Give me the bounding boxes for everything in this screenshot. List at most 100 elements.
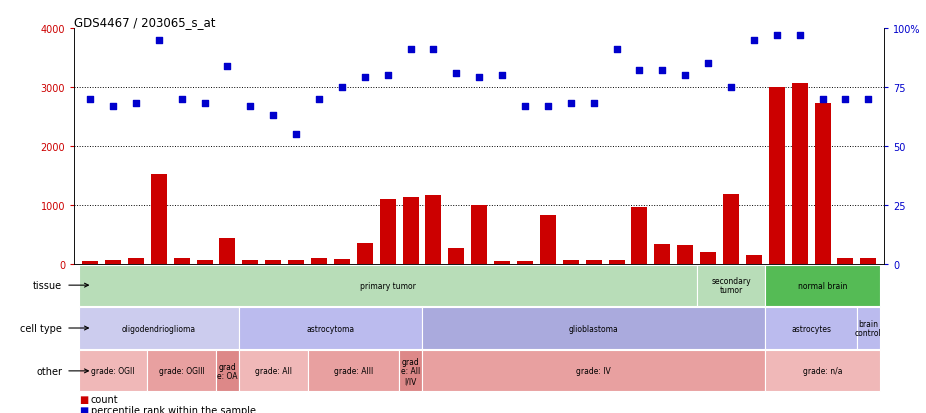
Bar — [857, 308, 880, 349]
Bar — [448, 248, 464, 264]
Bar — [696, 265, 765, 306]
Bar — [79, 351, 147, 392]
Point — [541, 103, 556, 110]
Bar — [700, 252, 716, 264]
Bar — [147, 351, 216, 392]
Text: oligodendrioglioma: oligodendrioglioma — [121, 324, 195, 333]
Bar — [860, 258, 876, 264]
Bar — [765, 351, 880, 392]
Point — [220, 63, 235, 70]
Bar — [79, 308, 239, 349]
Point — [106, 103, 120, 110]
Text: grade: OGII: grade: OGII — [92, 366, 135, 375]
Bar — [792, 84, 807, 264]
Bar — [471, 206, 487, 264]
Bar — [422, 351, 765, 392]
Point — [746, 37, 761, 44]
Bar — [151, 174, 167, 264]
Bar — [265, 260, 282, 264]
Point — [838, 96, 853, 103]
Bar — [563, 261, 579, 264]
Bar — [765, 265, 880, 306]
Bar — [769, 88, 784, 264]
Text: primary tumor: primary tumor — [359, 281, 416, 290]
Bar — [585, 261, 602, 264]
Point — [357, 75, 372, 82]
Point — [449, 70, 464, 77]
Text: other: other — [36, 366, 62, 376]
Text: astrocytes: astrocytes — [791, 324, 832, 333]
Text: grade: OGIII: grade: OGIII — [158, 366, 205, 375]
Point — [197, 101, 212, 107]
Text: secondary
tumor: secondary tumor — [711, 276, 751, 295]
Bar — [540, 215, 556, 264]
Bar — [422, 308, 765, 349]
Point — [609, 47, 624, 53]
Point — [82, 96, 97, 103]
Point — [701, 61, 716, 67]
Bar — [239, 351, 307, 392]
Point — [129, 101, 144, 107]
Bar — [239, 308, 422, 349]
Point — [403, 47, 418, 53]
Bar — [288, 261, 304, 264]
Bar — [174, 259, 190, 264]
Point — [655, 68, 669, 74]
Text: grade: n/a: grade: n/a — [803, 366, 843, 375]
Point — [289, 131, 304, 138]
Text: ■: ■ — [79, 394, 88, 404]
Point — [381, 73, 395, 79]
Bar — [307, 351, 399, 392]
Bar — [494, 261, 510, 264]
Point — [563, 101, 578, 107]
Bar — [837, 258, 854, 264]
Text: grade: AIII: grade: AIII — [333, 366, 373, 375]
Point — [334, 84, 349, 91]
Text: astrocytoma: astrocytoma — [307, 324, 355, 333]
Bar — [655, 244, 670, 264]
Bar — [243, 260, 258, 264]
Point — [174, 96, 189, 103]
Bar — [380, 199, 395, 264]
Bar — [632, 208, 647, 264]
Text: ■: ■ — [79, 405, 88, 413]
Text: normal brain: normal brain — [798, 281, 847, 290]
Text: GDS4467 / 203065_s_at: GDS4467 / 203065_s_at — [74, 16, 216, 29]
Point — [815, 96, 830, 103]
Text: brain
control: brain control — [855, 319, 882, 337]
Text: grad
e: OA: grad e: OA — [218, 362, 238, 380]
Point — [311, 96, 326, 103]
Text: count: count — [91, 394, 119, 404]
Text: cell type: cell type — [20, 323, 62, 333]
Point — [678, 73, 693, 79]
Bar — [128, 258, 144, 264]
Point — [243, 103, 257, 110]
Bar — [357, 244, 373, 264]
Point — [518, 103, 532, 110]
Point — [266, 113, 281, 119]
Bar — [105, 261, 121, 264]
Point — [632, 68, 647, 74]
Point — [471, 75, 486, 82]
Point — [151, 37, 166, 44]
Bar — [815, 104, 831, 264]
Point — [793, 33, 807, 39]
Point — [861, 96, 876, 103]
Bar — [765, 308, 857, 349]
Point — [723, 84, 738, 91]
Point — [770, 33, 784, 39]
Point — [586, 101, 601, 107]
Text: percentile rank within the sample: percentile rank within the sample — [91, 405, 256, 413]
Bar — [219, 239, 235, 264]
Bar — [677, 246, 694, 264]
Bar — [216, 351, 239, 392]
Bar — [517, 261, 533, 264]
Bar — [79, 265, 696, 306]
Point — [426, 47, 441, 53]
Text: grade: AII: grade: AII — [255, 366, 292, 375]
Text: tissue: tissue — [33, 280, 62, 290]
Bar — [608, 261, 624, 264]
Bar — [399, 351, 422, 392]
Bar — [82, 261, 98, 264]
Text: glioblastoma: glioblastoma — [569, 324, 619, 333]
